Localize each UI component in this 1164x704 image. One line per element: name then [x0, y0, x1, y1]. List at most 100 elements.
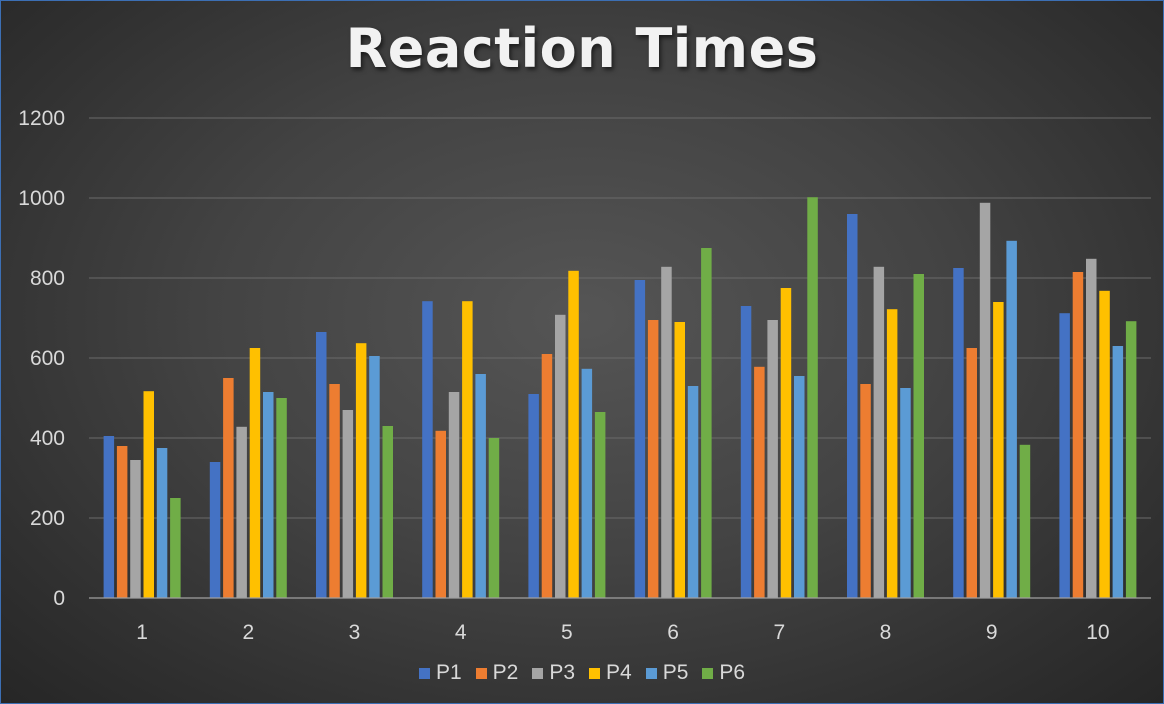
x-tick-label: 7: [773, 621, 785, 644]
bar-p4-8: [886, 309, 898, 598]
legend-label: P3: [549, 661, 575, 684]
bar-p2-7: [754, 366, 765, 598]
y-tick-label: 0: [53, 587, 65, 610]
legend-item-p4: P4: [589, 661, 632, 685]
y-tick-label: 1200: [18, 107, 65, 130]
bar-p5-1: [156, 448, 168, 598]
bar-p3-9: [979, 202, 991, 599]
bar-p2-9: [966, 348, 977, 598]
bar-p4-4: [462, 301, 473, 598]
bar-p4-10: [1099, 290, 1110, 598]
bar-p1-3: [316, 332, 327, 598]
bar-p2-2: [223, 378, 234, 598]
bar-p2-1: [116, 446, 128, 598]
y-tick-label: 600: [30, 347, 65, 370]
legend-swatch: [418, 667, 430, 679]
legend-item-p6: P6: [702, 661, 745, 685]
legend: P1 P2 P3 P4 P5 P6: [1, 661, 1163, 685]
bar-p3-8: [873, 266, 885, 598]
bar-p1-9: [953, 268, 964, 598]
x-axis-tick-labels: 1 2 3 4 5 6 7 8 9 10: [136, 621, 1109, 644]
bar-p1-5: [528, 394, 539, 598]
bar-p1-2: [209, 462, 221, 598]
bar-p5-10: [1112, 346, 1124, 598]
legend-item-p3: P3: [532, 661, 575, 685]
legend-label: P1: [435, 661, 462, 684]
bar-p3-4: [448, 392, 460, 598]
legend-label: P4: [606, 661, 632, 684]
bar-p6-8: [913, 274, 924, 598]
chart-title: Reaction Times: [345, 17, 819, 80]
legend-swatch: [475, 667, 487, 679]
x-tick-label: 1: [136, 621, 148, 644]
x-tick-label: 2: [242, 621, 254, 644]
bar-p5-7: [794, 376, 805, 598]
bar-p6-5: [594, 412, 606, 598]
bar-p5-5: [581, 368, 593, 598]
legend-label: P2: [492, 661, 519, 684]
y-tick-label: 800: [30, 267, 65, 290]
bar-p6-7: [807, 197, 818, 598]
bar-p4-3: [355, 343, 367, 598]
legend-item-p5: P5: [645, 661, 689, 685]
bar-p6-10: [1125, 321, 1137, 598]
bar-p3-1: [130, 460, 141, 598]
bar-p6-3: [382, 426, 393, 598]
bar-p5-8: [900, 388, 911, 598]
legend-label: P5: [662, 661, 689, 684]
x-tick-label: 4: [455, 621, 467, 644]
bar-p3-3: [342, 410, 354, 598]
x-tick-label: 5: [561, 621, 573, 644]
y-tick-label: 200: [30, 507, 65, 530]
x-tick-label: 8: [880, 621, 892, 644]
bar-p2-10: [1072, 272, 1084, 598]
bar-p4-6: [674, 322, 685, 598]
bar-p6-1: [170, 498, 181, 598]
bar-p2-8: [860, 384, 871, 598]
bar-p4-1: [143, 391, 154, 598]
y-tick-label: 400: [30, 427, 65, 450]
y-tick-label: 1000: [18, 187, 65, 210]
bar-p2-3: [329, 384, 340, 598]
legend-swatch: [532, 667, 544, 679]
gridlines: [89, 117, 1151, 519]
bar-p3-10: [1086, 258, 1097, 598]
bar-p5-4: [475, 374, 486, 598]
bar-p4-2: [249, 348, 261, 598]
bar-p3-6: [661, 266, 672, 598]
legend-swatch: [645, 667, 657, 679]
bar-p5-6: [687, 386, 699, 598]
bar-p6-4: [488, 438, 500, 598]
legend-swatch: [702, 667, 714, 679]
bar-p1-8: [847, 214, 858, 598]
x-tick-label: 3: [349, 621, 361, 644]
legend-item-p2: P2: [475, 661, 519, 685]
legend-swatch: [589, 667, 600, 679]
bar-p6-2: [276, 398, 287, 598]
bar-p2-5: [541, 354, 553, 598]
x-tick-label: 10: [1086, 621, 1109, 644]
bar-p6-9: [1019, 444, 1031, 598]
bar-p2-6: [647, 320, 659, 598]
legend-label: P6: [719, 661, 746, 684]
x-tick-label: 6: [667, 621, 679, 644]
bars: [103, 197, 1137, 599]
bar-p1-6: [634, 280, 646, 598]
bar-p6-6: [701, 248, 712, 598]
bar-p4-5: [568, 270, 579, 598]
legend-item-p1: P1: [418, 661, 462, 685]
y-axis-tick-labels: 0 200 400 600 800 1000 1200: [18, 107, 65, 610]
bar-p5-9: [1006, 240, 1017, 599]
bar-p1-10: [1059, 313, 1070, 598]
bar-p5-3: [369, 356, 380, 598]
bar-p5-2: [263, 392, 274, 598]
x-tick-label: 9: [986, 621, 998, 644]
bar-p4-9: [993, 302, 1004, 598]
bar-p1-7: [740, 306, 752, 598]
bar-p3-2: [236, 426, 247, 598]
bar-p2-4: [435, 430, 446, 598]
bar-p4-7: [780, 288, 792, 598]
bar-p3-7: [767, 320, 778, 598]
